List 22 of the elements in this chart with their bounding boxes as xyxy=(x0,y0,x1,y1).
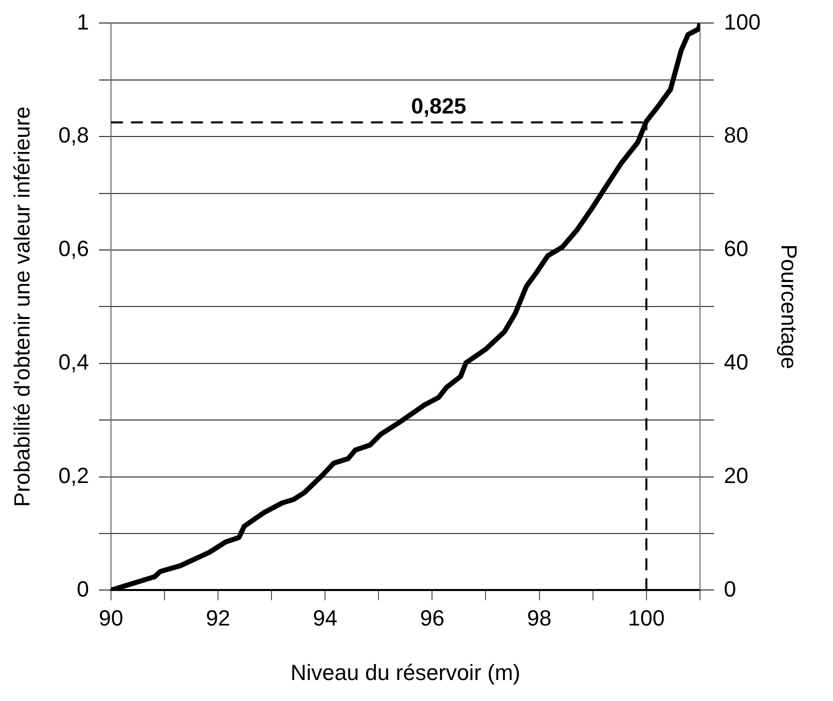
y2-axis-title: Pourcentage xyxy=(776,244,802,370)
y2-tick-label: 80 xyxy=(724,122,748,148)
y2-tick-label: 60 xyxy=(724,236,748,262)
x-axis-title: Niveau du réservoir (m) xyxy=(290,660,520,685)
y2-tick-label: 40 xyxy=(724,349,748,374)
y2-tick-label: 20 xyxy=(724,462,748,488)
x-tick-label: 100 xyxy=(628,605,665,630)
y2-tick-label: 0 xyxy=(724,576,736,602)
x-tick-label: 98 xyxy=(527,605,552,630)
ref-line-label: 0,825 xyxy=(411,93,466,118)
y-tick-label: 0,2 xyxy=(58,462,89,488)
y-tick-label: 0,6 xyxy=(58,236,89,262)
y2-tick-label: 100 xyxy=(724,9,761,34)
x-tick-label: 94 xyxy=(312,605,338,630)
y-axis-title: Probabilité d'obtenir une valeur inférieure xyxy=(9,106,34,507)
y-tick-label: 0,8 xyxy=(58,122,89,148)
x-tick-label: 92 xyxy=(206,605,230,630)
x-tick-label: 96 xyxy=(420,605,444,630)
x-tick-label: 90 xyxy=(98,605,124,630)
y-tick-label: 1 xyxy=(76,9,89,34)
y-tick-label: 0 xyxy=(76,576,89,602)
y-tick-label: 0,4 xyxy=(58,349,89,374)
